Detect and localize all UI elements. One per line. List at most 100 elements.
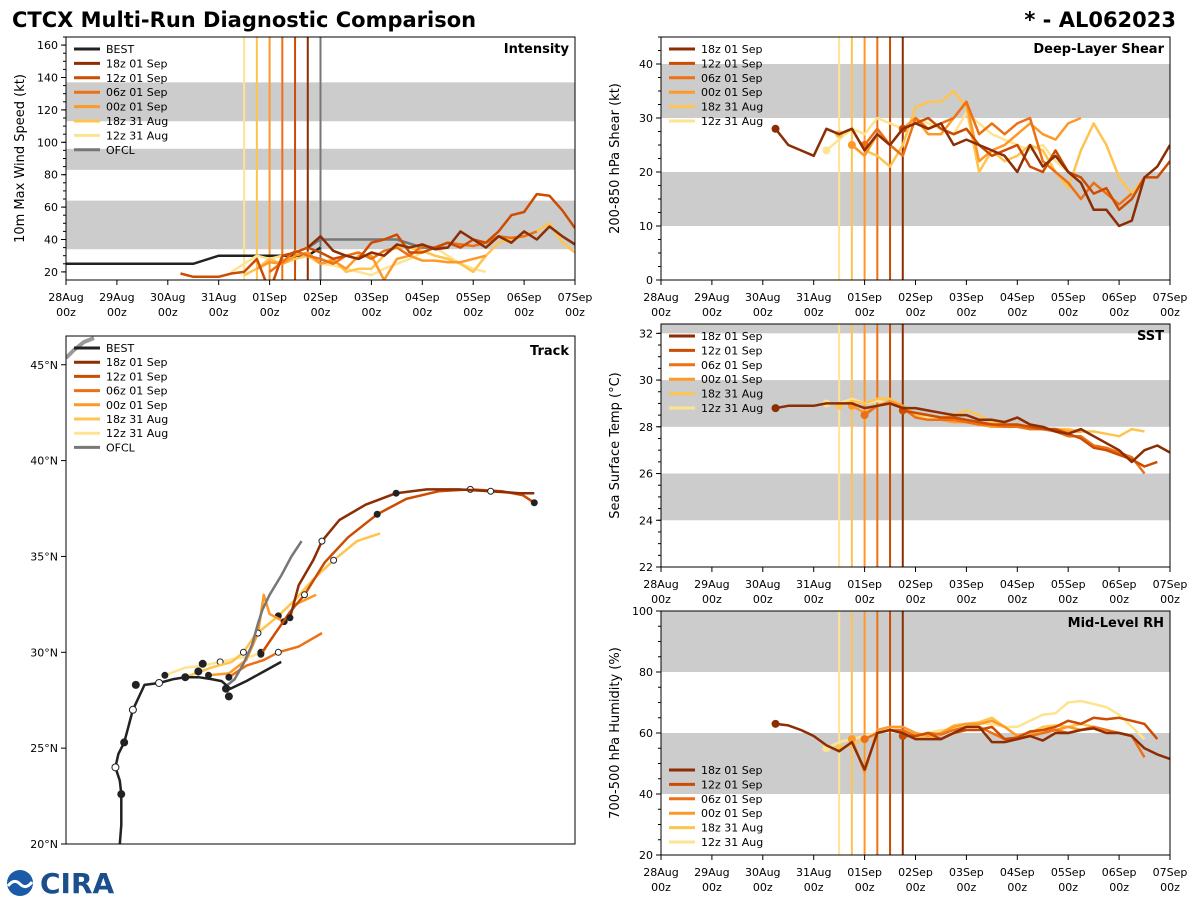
y-tick-label: 10 — [639, 220, 653, 233]
x-tick-date: 02Sep — [898, 578, 933, 591]
x-tick-date: 02Sep — [898, 866, 933, 879]
x-tick-date: 05Sep — [1051, 866, 1086, 879]
x-tick-date: 29Aug — [694, 291, 729, 304]
x-tick-hour: 00z — [957, 881, 977, 894]
best-position-marker — [224, 692, 233, 701]
legend-label: 12z 31 Aug — [701, 115, 763, 128]
series-start-point — [771, 404, 780, 413]
forecast-track-line — [184, 532, 381, 679]
panel-title: SST — [1137, 329, 1164, 344]
legend-label: 06z 01 Sep — [106, 86, 168, 99]
x-tick-date: 01Sep — [847, 578, 882, 591]
best-position-marker — [181, 673, 190, 682]
y-tick-label: 22 — [639, 561, 653, 574]
forecast-position-marker — [161, 671, 169, 679]
y-tick-label: 20°N — [30, 838, 58, 851]
x-tick-hour: 00z — [311, 306, 331, 319]
plot-area — [66, 336, 538, 844]
plot-frame — [65, 335, 576, 845]
legend-label: 00z 01 Sep — [701, 373, 763, 386]
legend-label: 12z 31 Aug — [106, 427, 168, 440]
x-tick-hour: 00z — [1109, 593, 1129, 606]
rh-panel: 20 40 60 80 100 28Aug 00z 29Aug 00z 30Aug 00z 31Aug… — [608, 605, 1187, 894]
best-position-marker — [194, 667, 203, 676]
plot-area — [661, 37, 1170, 280]
x-tick-date: 31Aug — [796, 291, 831, 304]
legend-label: 12z 31 Aug — [701, 402, 763, 415]
shaded-band — [661, 733, 1170, 794]
shaded-band — [661, 380, 1170, 427]
best-position-marker — [131, 680, 140, 689]
x-tick-date: 29Aug — [99, 291, 134, 304]
legend-label: 12z 01 Sep — [701, 778, 763, 791]
series-start-point — [860, 735, 869, 744]
shaded-band — [661, 324, 1170, 334]
x-tick-date: 01Sep — [252, 291, 287, 304]
y-tick-label: 40°N — [30, 455, 58, 468]
y-tick-label: 26 — [639, 468, 653, 481]
x-tick-hour: 00z — [1007, 881, 1027, 894]
forecast-track-line — [259, 488, 535, 655]
ofcl-track-line — [222, 540, 303, 690]
series-line — [863, 402, 1146, 475]
x-tick-date: 04Sep — [405, 291, 440, 304]
legend-label: 06z 01 Sep — [701, 72, 763, 85]
x-tick-hour: 00z — [463, 306, 483, 319]
x-tick-date: 03Sep — [354, 291, 389, 304]
x-tick-date: 05Sep — [1051, 291, 1086, 304]
x-tick-date: 07Sep — [1153, 866, 1188, 879]
y-tick-label: 45°N — [30, 359, 58, 372]
forecast-position-marker — [301, 591, 309, 599]
x-tick-date: 06Sep — [1102, 866, 1137, 879]
legend-label: OFCL — [106, 144, 136, 157]
x-tick-hour: 00z — [1160, 593, 1180, 606]
shaded-band — [661, 172, 1170, 226]
y-tick-label: 40 — [44, 234, 58, 247]
x-tick-date: 30Aug — [150, 291, 185, 304]
y-tick-label: 20 — [44, 266, 58, 279]
x-tick-date: 30Aug — [745, 866, 780, 879]
best-position-marker — [120, 738, 129, 747]
forecast-position-marker — [330, 556, 338, 564]
y-tick-label: 140 — [37, 72, 58, 85]
x-tick-hour: 00z — [514, 306, 534, 319]
x-tick-hour: 00z — [1007, 306, 1027, 319]
x-tick-hour: 00z — [1109, 881, 1129, 894]
y-tick-label: 20 — [639, 166, 653, 179]
x-tick-hour: 00z — [1007, 593, 1027, 606]
panel-title: Mid-Level RH — [1068, 616, 1164, 631]
best-position-marker — [221, 684, 230, 693]
shaded-band — [661, 611, 1170, 672]
x-tick-hour: 00z — [1058, 593, 1078, 606]
x-tick-date: 30Aug — [745, 291, 780, 304]
x-tick-date: 28Aug — [643, 578, 678, 591]
x-tick-date: 28Aug — [643, 866, 678, 879]
y-tick-label: 30 — [639, 374, 653, 387]
x-tick-date: 06Sep — [1102, 578, 1137, 591]
best-position-marker — [155, 678, 164, 687]
legend-label: 00z 01 Sep — [106, 101, 168, 114]
legend-label: 00z 01 Sep — [701, 807, 763, 820]
y-tick-label: 100 — [37, 136, 58, 149]
legend-label: 18z 31 Aug — [106, 413, 168, 426]
series-line — [838, 397, 1145, 438]
x-tick-date: 01Sep — [847, 866, 882, 879]
plot-area — [66, 37, 575, 280]
x-tick-date: 28Aug — [643, 291, 678, 304]
legend-label: BEST — [106, 342, 134, 355]
y-tick-label: 32 — [639, 327, 653, 340]
legend-label: 00z 01 Sep — [106, 399, 168, 412]
legend-label: 18z 01 Sep — [106, 356, 168, 369]
x-tick-hour: 00z — [209, 306, 229, 319]
legend-label: 12z 31 Aug — [701, 836, 763, 849]
x-tick-hour: 00z — [753, 881, 773, 894]
forecast-track-line — [228, 632, 323, 679]
x-tick-hour: 00z — [651, 306, 671, 319]
x-tick-hour: 00z — [855, 593, 875, 606]
panel-title: Intensity — [504, 42, 570, 57]
forecast-position-marker — [392, 489, 400, 497]
series-start-point — [771, 124, 780, 133]
